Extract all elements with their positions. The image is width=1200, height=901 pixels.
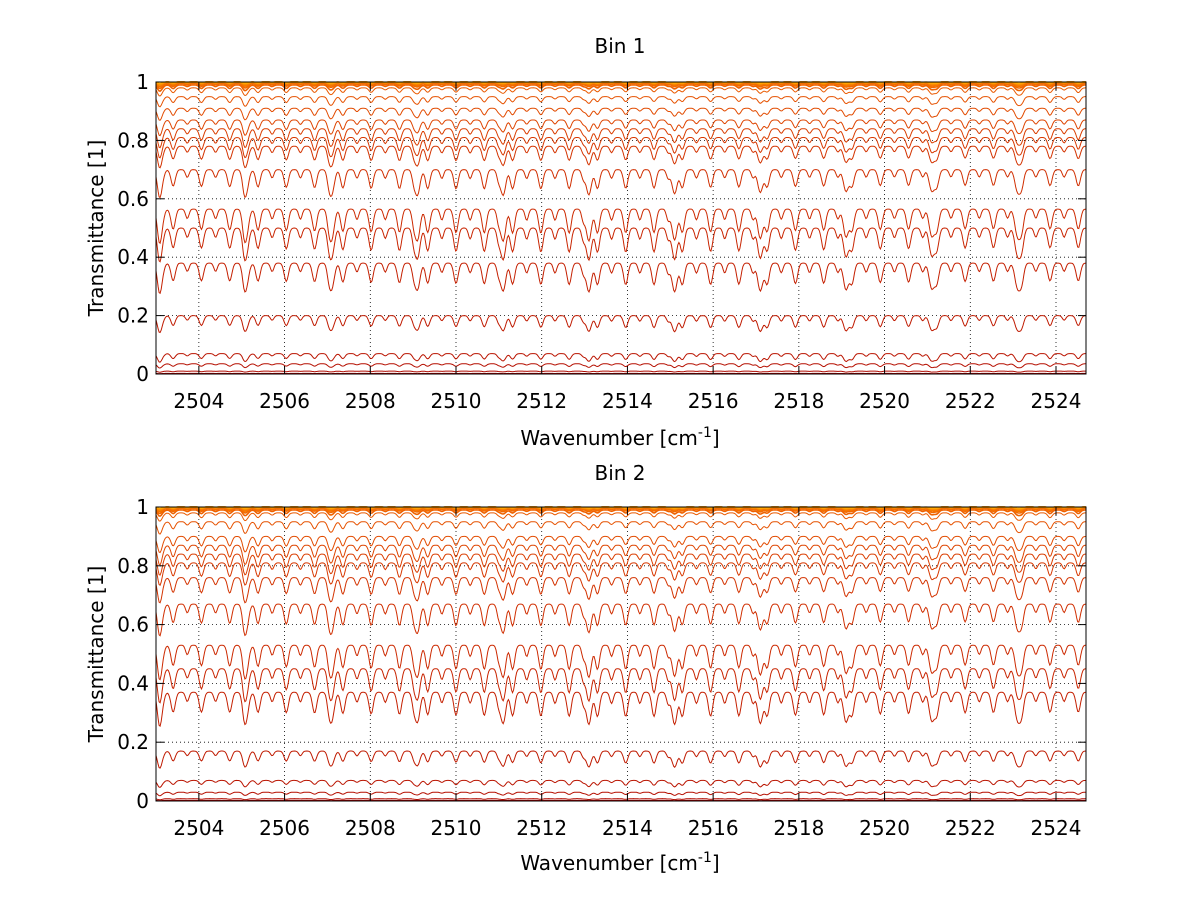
ticks bbox=[156, 506, 1086, 802]
series-line-10 bbox=[155, 562, 1087, 586]
x-axis-label: Wavenumber [cm-1] bbox=[520, 850, 719, 875]
y-tick-label: 0.4 bbox=[117, 671, 149, 695]
series-line-1 bbox=[155, 798, 1087, 801]
series-group bbox=[155, 506, 1087, 802]
y-tick-label: 0 bbox=[136, 789, 149, 813]
series-line-2 bbox=[155, 363, 1086, 369]
y-tick-labels: 0 0.2 0.4 0.6 0.8 1 bbox=[117, 495, 149, 813]
y-tick-label: 1 bbox=[136, 495, 149, 519]
x-axis-label-text: Wavenumber [cm bbox=[520, 851, 698, 875]
y-tick-label: 0 bbox=[136, 362, 149, 386]
series-line-3 bbox=[155, 779, 1087, 788]
y-tick-label: 1 bbox=[136, 70, 149, 94]
series-line-16 bbox=[155, 509, 1087, 517]
x-tick-label: 2510 bbox=[431, 816, 482, 840]
x-tick-label: 2508 bbox=[345, 816, 396, 840]
series-line-12 bbox=[155, 544, 1087, 566]
series-line-11 bbox=[155, 128, 1087, 149]
series-line-11 bbox=[155, 553, 1086, 576]
x-tick-label: 2504 bbox=[173, 389, 224, 413]
x-tick-label: 2520 bbox=[859, 816, 910, 840]
series-line-14 bbox=[155, 96, 1086, 108]
x-tick-label: 2512 bbox=[516, 816, 567, 840]
series-line-2 bbox=[155, 791, 1086, 797]
series-line-9 bbox=[155, 577, 1087, 604]
series-line-9 bbox=[155, 145, 1086, 169]
x-axis-label-suffix: ] bbox=[712, 426, 720, 450]
subplot-bin-1: Bin 1 2504 2506 2508 2510 2512 2514 2516 2518 25… bbox=[84, 34, 1087, 450]
x-tick-label: 2504 bbox=[173, 816, 224, 840]
x-tick-label: 2514 bbox=[602, 389, 653, 413]
series-line-14 bbox=[155, 521, 1087, 535]
x-tick-labels: 2504 2506 2508 2510 2512 2514 2516 2518 2520 2522… bbox=[173, 389, 1081, 413]
series-line-4 bbox=[155, 315, 1087, 334]
x-axis-label-superscript: -1 bbox=[698, 850, 712, 866]
x-tick-label: 2516 bbox=[688, 389, 739, 413]
series-line-15 bbox=[155, 87, 1087, 97]
series-line-8 bbox=[155, 603, 1087, 637]
ticks bbox=[156, 81, 1086, 375]
axes-box bbox=[155, 506, 1087, 802]
series-line-1 bbox=[155, 370, 1086, 373]
y-tick-labels: 0 0.2 0.4 0.6 0.8 1 bbox=[117, 70, 149, 386]
y-tick-label: 0.8 bbox=[117, 128, 149, 152]
x-tick-label: 2518 bbox=[773, 816, 824, 840]
series-line-16 bbox=[155, 84, 1086, 92]
axes-box bbox=[155, 81, 1087, 375]
plot-title: Bin 1 bbox=[594, 34, 645, 58]
x-tick-label: 2516 bbox=[688, 816, 739, 840]
x-axis-label-suffix: ] bbox=[712, 851, 720, 875]
series-line-6 bbox=[155, 668, 1087, 704]
x-axis-label-text: Wavenumber [cm bbox=[520, 426, 698, 450]
x-tick-label: 2522 bbox=[945, 816, 996, 840]
subplot-bin-2: Bin 2 2504 2506 2508 2510 2512 2514 2516 2518 25… bbox=[84, 461, 1087, 875]
x-tick-label: 2524 bbox=[1031, 389, 1082, 413]
series-line-17 bbox=[155, 507, 1086, 515]
x-tick-label: 2522 bbox=[945, 389, 996, 413]
series-line-5 bbox=[155, 691, 1087, 727]
x-tick-label: 2524 bbox=[1031, 816, 1082, 840]
y-tick-label: 0.4 bbox=[117, 245, 149, 269]
series-line-10 bbox=[155, 136, 1087, 159]
y-tick-label: 0.2 bbox=[117, 304, 149, 328]
x-tick-label: 2512 bbox=[516, 389, 567, 413]
y-tick-label: 0.6 bbox=[117, 187, 149, 211]
series-line-13 bbox=[155, 535, 1087, 554]
y-axis-label: Transmittance [1] bbox=[84, 566, 108, 744]
series-line-17 bbox=[155, 82, 1086, 90]
plot-title: Bin 2 bbox=[594, 461, 645, 485]
y-tick-label: 0.8 bbox=[117, 554, 149, 578]
y-tick-label: 0.6 bbox=[117, 613, 149, 637]
x-axis-label: Wavenumber [cm-1] bbox=[520, 425, 719, 450]
y-tick-label: 0.2 bbox=[117, 730, 149, 754]
series-line-4 bbox=[155, 750, 1087, 769]
x-tick-label: 2510 bbox=[431, 389, 482, 413]
series-line-7 bbox=[155, 208, 1087, 245]
series-line-3 bbox=[155, 353, 1086, 363]
series-line-6 bbox=[155, 227, 1087, 263]
x-tick-label: 2520 bbox=[859, 389, 910, 413]
series-line-7 bbox=[155, 644, 1087, 681]
x-tick-label: 2506 bbox=[259, 389, 310, 413]
y-axis-label: Transmittance [1] bbox=[84, 140, 108, 318]
series-line-15 bbox=[155, 512, 1086, 522]
x-tick-label: 2514 bbox=[602, 816, 653, 840]
x-tick-labels: 2504 2506 2508 2510 2512 2514 2516 2518 2520 2522… bbox=[173, 816, 1081, 840]
series-line-13 bbox=[155, 107, 1086, 121]
series-line-12 bbox=[155, 119, 1086, 137]
x-tick-label: 2518 bbox=[773, 389, 824, 413]
x-tick-label: 2506 bbox=[259, 816, 310, 840]
x-axis-label-superscript: -1 bbox=[698, 425, 712, 441]
series-line-8 bbox=[155, 169, 1087, 199]
series-line-5 bbox=[155, 262, 1087, 295]
x-tick-label: 2508 bbox=[345, 389, 396, 413]
